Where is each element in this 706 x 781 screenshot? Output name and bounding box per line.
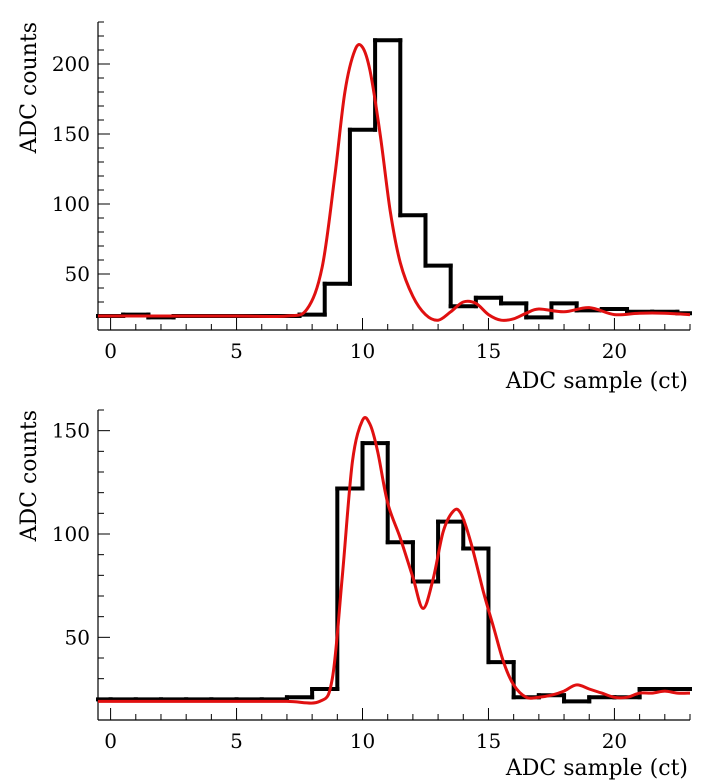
bottom-panel: 0 5 10 15 20 50 100 150 ADC sample (ct) ADC count…: [17, 409, 692, 781]
top-panel: 0 5 10 15 20 50 100 150 200 ADC sample (ct) ADC co…: [17, 21, 692, 394]
y-tick-label: 150: [52, 122, 90, 146]
x-tick-label: 5: [230, 729, 243, 753]
x-tick-label: 10: [350, 729, 375, 753]
y-tick-label: 50: [65, 625, 90, 649]
x-tick-label: 20: [602, 729, 627, 753]
x-tick-label: 15: [476, 339, 501, 363]
fit-curve: [97, 42, 691, 322]
x-axis-title: ADC sample (ct): [505, 369, 688, 394]
x-tick-label: 0: [104, 729, 117, 753]
x-axis-title: ADC sample (ct): [505, 756, 688, 781]
x-tick-label: 10: [350, 339, 375, 363]
y-tick-label: 200: [52, 52, 90, 76]
y-tick-label: 150: [52, 419, 90, 443]
histogram-series: [96, 441, 692, 704]
y-tick-label: 50: [65, 262, 90, 286]
y-tick-label: 100: [52, 192, 90, 216]
y-tick-label: 100: [52, 522, 90, 546]
y-axis-title: ADC counts: [17, 22, 42, 154]
x-tick-label: 20: [602, 339, 627, 363]
histogram-series: [96, 38, 692, 320]
fit-curve: [98, 416, 691, 705]
x-tick-label: 0: [104, 339, 117, 363]
y-axis-title: ADC counts: [17, 410, 42, 542]
x-tick-label: 5: [230, 339, 243, 363]
x-tick-label: 15: [476, 729, 501, 753]
